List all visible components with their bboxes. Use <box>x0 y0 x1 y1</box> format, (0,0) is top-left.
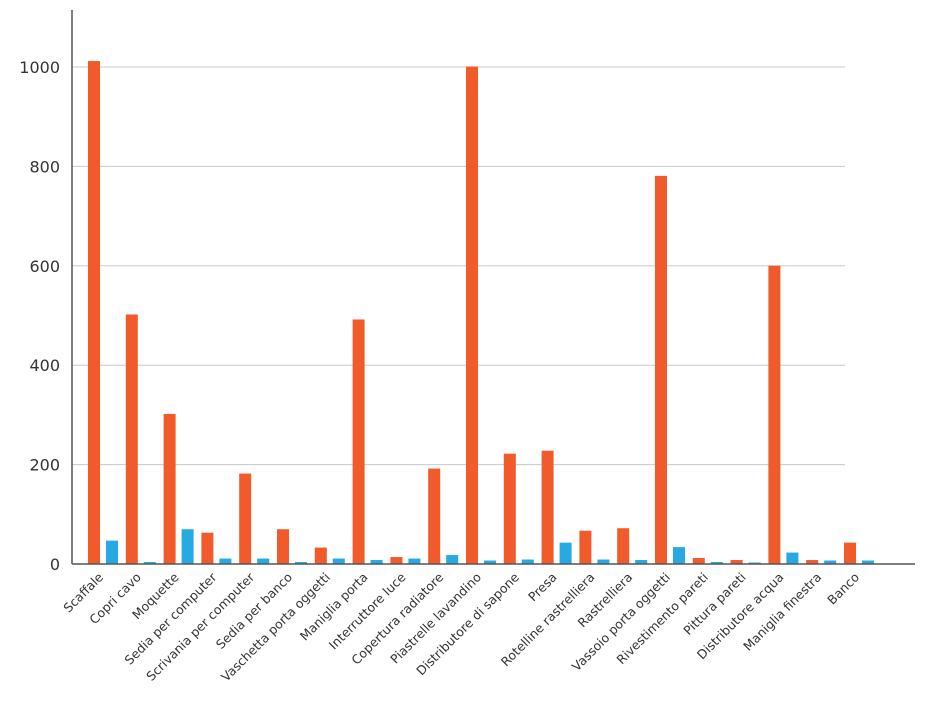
y-tick-labels: 0 200 400 600 800 1000 <box>19 58 60 574</box>
bars <box>88 61 874 565</box>
bar-series-1 <box>352 319 365 564</box>
bar-series-2 <box>862 560 874 564</box>
bar-series-1 <box>390 557 403 564</box>
bar-series-1 <box>88 61 100 564</box>
bar-series-1 <box>314 547 327 564</box>
bar-series-2 <box>710 562 723 564</box>
bar-series-2 <box>484 560 496 564</box>
y-tick-label: 0 <box>50 555 60 574</box>
bar-series-2 <box>559 542 572 564</box>
y-tick-label: 800 <box>29 157 60 176</box>
x-tick-label: Presa <box>525 570 560 605</box>
bar-series-1 <box>730 560 743 564</box>
bar-series-1 <box>844 542 856 564</box>
x-tick-label: Banco <box>824 570 862 608</box>
bar-series-1 <box>617 528 630 564</box>
bar-series-1 <box>239 473 252 564</box>
bar-series-2 <box>446 555 459 564</box>
bar-series-2 <box>181 529 194 564</box>
bar-series-1 <box>579 530 592 564</box>
bar-series-2 <box>597 559 610 564</box>
y-tick-label: 600 <box>29 257 60 276</box>
bar-series-2 <box>332 558 345 564</box>
bar-series-1 <box>277 529 289 564</box>
bar-series-2 <box>370 560 383 564</box>
bar-series-2 <box>106 540 118 564</box>
bar-series-2 <box>824 560 837 564</box>
bar-series-1 <box>428 468 441 564</box>
bar-series-2 <box>521 559 534 564</box>
bar-series-1 <box>125 314 138 564</box>
bar-series-2 <box>143 562 156 564</box>
bar-series-2 <box>408 558 421 564</box>
bar-series-2 <box>219 558 232 564</box>
y-tick-label: 400 <box>29 356 60 375</box>
gridlines <box>72 66 845 466</box>
y-tick-label: 1000 <box>19 58 60 77</box>
bar-series-1 <box>466 66 478 565</box>
y-tick-label: 200 <box>29 456 60 475</box>
bar-series-1 <box>655 175 667 564</box>
bar-series-1 <box>692 558 705 564</box>
bar-series-2 <box>673 547 685 564</box>
bar-series-1 <box>503 453 516 564</box>
bar-series-2 <box>295 562 307 564</box>
bar-series-2 <box>257 558 270 564</box>
bar-series-1 <box>163 413 176 564</box>
bar-series-1 <box>541 450 554 564</box>
bar-series-2 <box>786 552 799 564</box>
bar-series-2 <box>635 560 648 564</box>
bar-series-1 <box>768 265 781 564</box>
bar-series-1 <box>201 532 214 564</box>
bar-series-1 <box>806 560 819 564</box>
